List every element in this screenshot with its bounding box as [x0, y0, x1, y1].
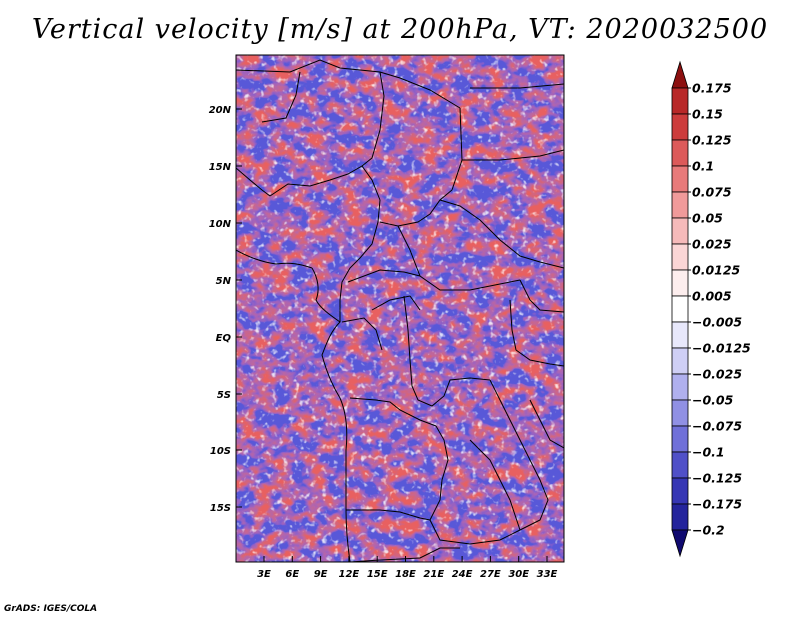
lon-tick-label: 3E: [257, 569, 271, 580]
lat-tick-label: 15N: [209, 162, 232, 173]
lon-tick-label: 15E: [367, 569, 388, 580]
lon-tick-label: 33E: [537, 569, 558, 580]
velocity-field: [236, 55, 564, 562]
map-frame: [235, 54, 565, 563]
lat-tick-label: 10S: [210, 446, 231, 457]
colorbar-label: 0.025: [692, 237, 732, 252]
colorbar-segment: [671, 269, 689, 297]
colorbar-label: −0.1: [692, 445, 725, 460]
colorbar-label: 0.05: [692, 211, 723, 226]
colorbar-label: −0.2: [692, 523, 725, 538]
lat-tick-label: 5S: [217, 390, 231, 401]
colorbar-label: −0.005: [692, 315, 742, 330]
longitude-axis: 3E 6E 9E 12E 15E 18E 21E 24E 27E 30E 33E: [257, 556, 558, 580]
colorbar-segment: [671, 399, 689, 427]
colorbar-bottom-arrow: [671, 529, 689, 558]
colorbar: 0.175 0.15 0.125 0.1 0.075 0.05 0.025 0.0125 0.0…: [671, 60, 751, 558]
lat-tick-label: 5N: [216, 276, 232, 287]
map-title: Vertical velocity [m/s] at 200hPa, VT: 2…: [31, 14, 769, 45]
colorbar-label: 0.075: [692, 185, 732, 200]
colorbar-segment: [671, 113, 689, 141]
colorbar-label: −0.125: [692, 471, 742, 486]
colorbar-label: −0.05: [692, 393, 734, 408]
colorbar-segment: [671, 321, 689, 349]
colorbar-label: −0.0125: [692, 341, 751, 356]
colorbar-segment: [671, 425, 689, 453]
colorbar-label: −0.175: [692, 497, 742, 512]
colorbar-segment: [671, 243, 689, 271]
colorbar-label: 0.175: [692, 81, 732, 96]
colorbar-segment: [671, 477, 689, 505]
lat-tick-label: 20N: [209, 105, 232, 116]
footer-credit: GrADS: IGES/COLA: [4, 604, 98, 614]
colorbar-label: 0.0125: [692, 263, 741, 278]
lon-tick-label: 30E: [508, 569, 529, 580]
colorbar-segment: [671, 191, 689, 219]
lon-tick-label: 27E: [480, 569, 501, 580]
colorbar-label: −0.025: [692, 367, 742, 382]
latitude-axis: 20N 15N 10N 5N EQ 5S 10S 15S: [209, 105, 242, 514]
colorbar-segment: [671, 217, 689, 245]
lat-tick-label: 15S: [210, 503, 231, 514]
country-borders: [236, 59, 564, 562]
colorbar-segment: [671, 165, 689, 193]
colorbar-label: 0.15: [692, 107, 723, 122]
colorbar-label: 0.125: [692, 133, 732, 148]
colorbar-top-arrow: [671, 60, 689, 89]
colorbar-segment: [671, 451, 689, 479]
lon-tick-label: 6E: [285, 569, 299, 580]
colorbar-label: −0.075: [692, 419, 742, 434]
colorbar-segment: [671, 139, 689, 167]
lat-tick-label: EQ: [216, 333, 232, 344]
lon-tick-label: 12E: [339, 569, 360, 580]
colorbar-segment: [671, 347, 689, 375]
colorbar-segment: [671, 87, 689, 115]
lon-tick-label: 21E: [423, 569, 444, 580]
colorbar-label: 0.1: [692, 159, 714, 174]
colorbar-segment: [671, 373, 689, 401]
lon-tick-label: 18E: [395, 569, 416, 580]
lon-tick-label: 24E: [452, 569, 473, 580]
colorbar-label: 0.005: [692, 289, 732, 304]
lat-tick-label: 10N: [209, 219, 232, 230]
colorbar-segment: [671, 295, 689, 323]
colorbar-segment: [671, 503, 689, 531]
lon-tick-label: 9E: [314, 569, 328, 580]
